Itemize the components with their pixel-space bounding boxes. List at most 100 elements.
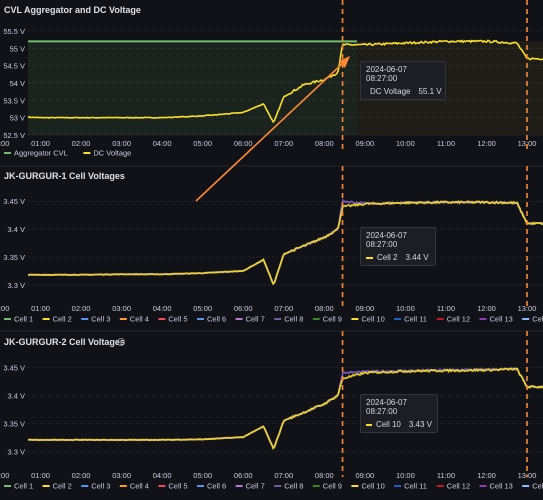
tooltip-value: 55.1 V: [418, 87, 442, 96]
x-tick-label: 08:00: [315, 304, 334, 313]
legend-item[interactable]: Cell 12: [436, 482, 470, 491]
series-cell-7: [27, 198, 543, 285]
x-tick-label: 00:00: [0, 139, 9, 148]
legend-swatch: [522, 318, 530, 320]
y-tick-label: 3.45 V: [3, 197, 25, 206]
legend-swatch: [119, 485, 127, 487]
tooltip-row: DC Voltage 55.1 V: [366, 87, 442, 96]
legend-swatch: [522, 485, 530, 487]
legend-label: Cell 1: [14, 482, 33, 491]
y-tick-label: 52.5 V: [3, 131, 25, 140]
legend-item[interactable]: Cell 14: [522, 315, 543, 324]
legend-swatch: [479, 485, 487, 487]
legend-swatch: [351, 318, 359, 320]
panel-title[interactable]: JK-GURGUR-1 Cell Voltages: [4, 171, 125, 181]
x-tick-label: 07:00: [274, 304, 293, 313]
legend-item[interactable]: Cell 11: [394, 482, 427, 491]
tooltip-time: 2024-06-07 08:27:00: [366, 231, 407, 249]
legend-label: Cell 10: [361, 482, 384, 491]
y-tick-label: 53.5 V: [3, 96, 25, 105]
legend-item[interactable]: Cell 3: [81, 315, 110, 324]
legend-item[interactable]: Cell 7: [235, 482, 265, 491]
hover-tooltip: 2024-06-07 08:27:00 Cell 10 3.43 V: [360, 394, 438, 433]
legend-swatch: [274, 318, 282, 320]
legend-item[interactable]: Cell 13: [479, 482, 513, 491]
legend-item[interactable]: Cell 4: [119, 315, 149, 324]
legend-item[interactable]: Cell 7: [235, 315, 265, 324]
legend-swatch: [394, 318, 402, 320]
legend-label: Cell 5: [168, 482, 187, 491]
legend-label: Cell 13: [490, 482, 513, 491]
legend-item[interactable]: Cell 11: [394, 315, 427, 324]
hover-tooltip: 2024-06-07 08:27:00 Cell 2 3.44 V: [360, 227, 436, 266]
x-tick-label: 03:00: [112, 139, 131, 148]
legend-item[interactable]: Cell 8: [274, 482, 303, 491]
x-tick-label: 07:00: [274, 471, 293, 480]
legend-swatch: [436, 485, 444, 487]
legend-item[interactable]: Cell 2: [42, 315, 72, 324]
legend-item[interactable]: Cell 6: [197, 482, 226, 491]
y-tick-label: 3.3 V: [7, 448, 25, 457]
legend-item[interactable]: Cell 9: [312, 315, 342, 324]
x-tick-label: 07:00: [274, 139, 293, 148]
x-tick-label: 02:00: [72, 139, 91, 148]
legend-item[interactable]: Cell 14: [522, 482, 543, 491]
legend-item[interactable]: Cell 5: [158, 482, 188, 491]
x-tick-label: 12:00: [477, 139, 496, 148]
legend-item[interactable]: Cell 4: [119, 482, 149, 491]
panel-title[interactable]: JK-GURGUR-2 Cell Voltages: [4, 337, 125, 347]
legend-swatch: [4, 485, 11, 487]
legend-item[interactable]: Cell 1: [4, 315, 33, 324]
legend-label: Cell 11: [404, 315, 427, 324]
tooltip-value: 3.44 V: [405, 253, 429, 262]
legend-label: Cell 14: [532, 315, 543, 324]
legend-item[interactable]: Cell 3: [81, 482, 110, 491]
legend-swatch: [158, 318, 166, 320]
panel-gurgur1: JK-GURGUR-1 Cell Voltages 3.45 V 3.4 V 3.35…: [0, 165, 543, 324]
annotation-arrow: [195, 56, 350, 202]
tooltip-swatch: [366, 256, 373, 259]
x-tick-label: 11:00: [437, 304, 455, 313]
panel-title[interactable]: CVL Aggregator and DC Voltage: [4, 5, 141, 15]
tooltip-series-label: Cell 10: [375, 420, 401, 429]
series-cell-7: [27, 367, 543, 450]
x-tick-label: 11:00: [437, 139, 455, 148]
legend-item[interactable]: Cell 2: [42, 482, 72, 491]
legend-item[interactable]: Cell 10: [351, 482, 385, 491]
legend-item[interactable]: Cell 5: [158, 315, 188, 324]
x-tick-label: 02:00: [72, 304, 91, 313]
x-tick-label: 09:00: [355, 304, 374, 313]
legend-item[interactable]: Cell 8: [274, 315, 303, 324]
legend-swatch: [479, 318, 487, 320]
legend-label: Cell 2: [53, 482, 72, 491]
legend-swatch: [42, 485, 50, 487]
x-tick-label: 09:00: [355, 139, 374, 148]
x-tick-label: 12:00: [477, 471, 496, 480]
legend-swatch: [235, 485, 243, 487]
tooltip-value: 3.43 V: [408, 420, 432, 429]
x-tick-label: 05:00: [193, 471, 212, 480]
legend-swatch: [394, 485, 402, 487]
legend-swatch: [274, 485, 282, 487]
info-icon[interactable]: i: [117, 338, 125, 347]
legend-label: Cell 2: [53, 315, 72, 324]
legend-item[interactable]: Cell 1: [4, 482, 33, 491]
legend-item[interactable]: Cell 10: [351, 315, 385, 324]
y-tick-label: 53 V: [10, 114, 25, 123]
series-dc-voltage: [27, 39, 543, 124]
legend-swatch: [42, 318, 50, 320]
legend-swatch: [197, 318, 204, 320]
tooltip-row: Cell 10 3.43 V: [366, 420, 432, 429]
tooltip-time: 2024-06-07 08:27:00: [366, 65, 407, 83]
legend-item[interactable]: Aggregator CVL: [4, 149, 68, 158]
legend-item[interactable]: Cell 6: [197, 315, 226, 324]
legend-item[interactable]: Cell 12: [436, 315, 470, 324]
x-tick-label: 03:00: [112, 471, 131, 480]
legend-item[interactable]: Cell 13: [479, 315, 513, 324]
legend-swatch: [81, 485, 89, 487]
legend-label: Cell 3: [91, 315, 110, 324]
legend-item[interactable]: DC Voltage: [83, 149, 131, 158]
y-tick-label: 3.4 V: [7, 391, 25, 400]
legend-item[interactable]: Cell 9: [312, 482, 342, 491]
